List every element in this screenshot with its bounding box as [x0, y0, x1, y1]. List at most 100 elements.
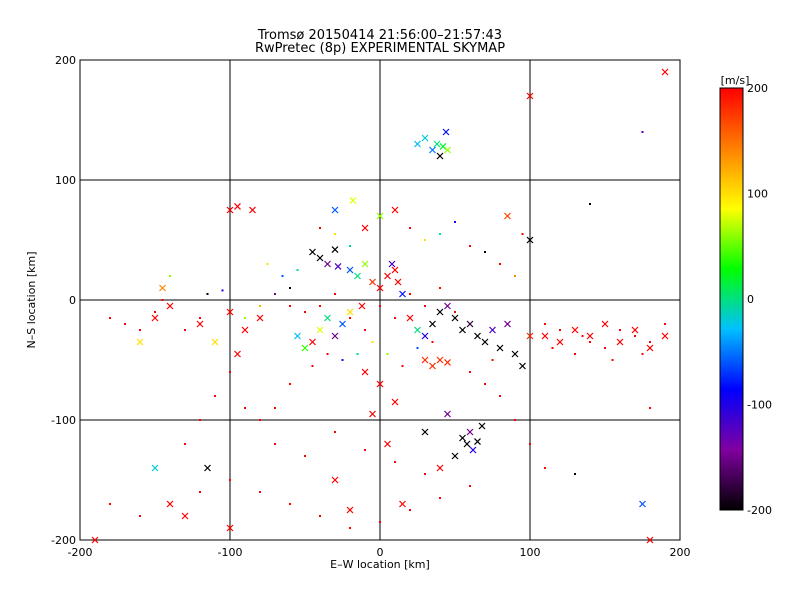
cross-stroke	[496, 344, 504, 352]
y-axis-title: N–S location [km]	[25, 251, 38, 348]
dot-point	[349, 527, 351, 529]
cross-point	[421, 356, 429, 364]
cross-stroke	[466, 428, 474, 436]
dot-point	[589, 341, 591, 343]
cross-stroke	[474, 332, 481, 340]
dot-point	[469, 485, 471, 487]
dot-point	[611, 359, 614, 361]
dot-point	[409, 293, 411, 295]
dot-point	[289, 383, 291, 385]
cross-point	[421, 428, 429, 436]
dot-point	[109, 503, 111, 505]
cross-stroke	[661, 68, 669, 76]
dot-point	[334, 431, 336, 433]
cross-stroke	[391, 266, 399, 274]
cross-stroke	[429, 146, 436, 154]
cross-stroke	[661, 332, 669, 340]
dot-point	[371, 341, 374, 343]
cross-point	[226, 308, 234, 316]
dot-point	[289, 503, 291, 505]
cross-stroke	[361, 224, 369, 232]
cross-point	[166, 500, 174, 508]
dot-point	[349, 245, 351, 247]
cross-point	[181, 512, 189, 520]
cross-point	[541, 332, 549, 340]
cross-stroke	[616, 338, 624, 346]
cross-stroke	[436, 308, 444, 316]
dot-point	[641, 131, 644, 133]
cross-point	[388, 260, 396, 268]
dot-point	[311, 365, 314, 367]
cross-stroke	[376, 284, 384, 292]
dot-point	[386, 353, 389, 355]
cross-point	[376, 284, 384, 292]
dot-point	[439, 287, 441, 289]
y-tick-label: -200	[51, 534, 76, 547]
cross-stroke	[309, 338, 316, 346]
cross-point	[601, 320, 609, 328]
dot-point	[244, 317, 246, 319]
cross-point	[496, 344, 504, 352]
colorbar-tick-label: 200	[747, 82, 768, 95]
dot-point	[169, 275, 171, 277]
dot-point	[484, 251, 486, 253]
cross-point	[444, 146, 451, 154]
cross-point	[436, 308, 444, 316]
cross-stroke	[442, 128, 450, 136]
dot-point	[356, 353, 359, 355]
cross-stroke	[459, 434, 466, 442]
dot-point	[409, 509, 411, 511]
cross-stroke	[204, 464, 211, 472]
cross-point	[469, 446, 477, 454]
cross-stroke	[399, 500, 406, 508]
cross-point	[661, 332, 669, 340]
grid-lines	[80, 60, 680, 540]
cross-point	[646, 344, 654, 352]
dot-point	[274, 293, 276, 295]
cross-stroke	[234, 350, 241, 358]
cross-point	[361, 224, 369, 232]
dot-point	[184, 443, 186, 445]
cross-stroke	[91, 536, 99, 544]
cross-stroke	[196, 320, 204, 328]
dot-point	[289, 305, 291, 307]
cross-point	[442, 128, 450, 136]
cross-point	[369, 410, 376, 418]
dot-point	[529, 443, 531, 445]
dot-point	[214, 395, 216, 397]
cross-stroke	[369, 278, 376, 286]
cross-stroke	[136, 338, 144, 346]
cross-point	[309, 248, 316, 256]
cross-stroke	[444, 302, 451, 310]
cross-point	[361, 368, 369, 376]
dot-point	[424, 305, 426, 307]
dot-point	[304, 455, 306, 457]
cross-point	[204, 464, 211, 472]
cross-stroke	[429, 320, 436, 328]
dot-point	[604, 347, 606, 349]
cross-point	[519, 362, 526, 370]
dot-point	[341, 359, 344, 361]
dot-point	[124, 323, 126, 325]
cross-stroke	[646, 536, 654, 544]
cross-stroke	[469, 446, 477, 454]
dot-point	[364, 449, 366, 451]
cross-stroke	[334, 262, 342, 270]
cross-point	[256, 314, 264, 322]
chart-title: Tromsø 20150414 21:56:00–21:57:43	[257, 28, 503, 43]
cross-stroke	[316, 326, 324, 334]
cross-point	[556, 338, 564, 346]
dot-point	[244, 407, 246, 409]
cross-stroke	[376, 212, 384, 220]
cross-point	[406, 314, 414, 322]
dot-point	[229, 479, 231, 481]
dot-point	[431, 341, 434, 343]
dot-point	[439, 233, 441, 235]
cross-stroke	[414, 140, 421, 148]
x-tick-label: -100	[218, 546, 243, 559]
dot-point	[379, 305, 381, 307]
cross-stroke	[489, 326, 496, 334]
cross-stroke	[346, 308, 354, 316]
y-tick-labels: -200 -100 0 100 200	[51, 54, 76, 547]
